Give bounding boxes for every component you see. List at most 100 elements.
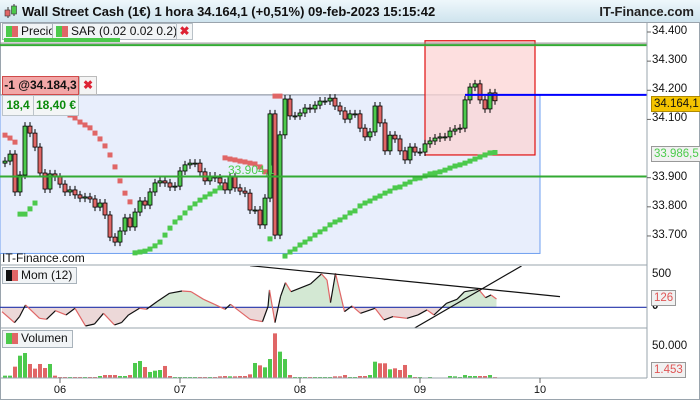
momentum-positive-area xyxy=(24,273,497,308)
sar-dot xyxy=(217,185,223,191)
momentum-line-segment xyxy=(146,301,158,310)
volume-bar xyxy=(8,375,12,378)
momentum-line-segment xyxy=(329,273,337,303)
candle-up xyxy=(282,98,288,136)
candle-down xyxy=(127,217,133,228)
remove-indicator-button[interactable]: ✖ xyxy=(176,23,193,40)
price-tick-label: 34.300 xyxy=(652,54,688,67)
momentum-line-segment xyxy=(274,296,282,323)
close-order-button[interactable]: ✖ xyxy=(79,76,97,95)
candle-down xyxy=(332,97,338,107)
candle-down xyxy=(32,132,38,148)
candle-down xyxy=(397,138,403,152)
candle-up xyxy=(152,182,158,193)
price-tick-label: 33.800 xyxy=(652,199,688,212)
momentum-line-segment xyxy=(267,289,271,307)
sar-dot xyxy=(132,250,138,256)
volume-bar xyxy=(33,368,37,378)
candle-down xyxy=(167,182,173,188)
candle-down xyxy=(377,105,383,124)
sar-dot xyxy=(377,193,383,199)
sar-dot xyxy=(487,150,493,156)
volume-bar xyxy=(18,355,22,378)
sar-dot xyxy=(87,125,93,131)
candle-down xyxy=(307,107,313,110)
sar-dot xyxy=(452,163,458,169)
sar-dot xyxy=(477,154,483,160)
momentum-line-segment xyxy=(25,304,40,319)
volume-bar xyxy=(358,376,362,378)
indicator-strip xyxy=(4,38,120,42)
volume-bar xyxy=(158,370,162,378)
sar-dot xyxy=(177,215,183,221)
sar-dot xyxy=(292,246,298,252)
momentum-line-segment xyxy=(181,290,192,293)
volume-bar xyxy=(408,375,412,378)
volume-bar xyxy=(248,374,252,378)
sar-dot xyxy=(472,156,478,162)
sar-dot xyxy=(442,167,448,173)
candle-up xyxy=(372,105,378,133)
volume-bar xyxy=(238,376,242,378)
sar-dot xyxy=(372,195,378,201)
candle-down xyxy=(402,150,408,161)
volume-bar xyxy=(113,375,117,378)
sar-dot xyxy=(187,205,193,211)
candle-up xyxy=(252,209,258,212)
legend-tab-volume[interactable]: Volumen xyxy=(2,330,73,348)
volume-bar xyxy=(13,366,17,378)
sar-dot xyxy=(27,206,33,212)
order-label[interactable]: -1 @34.184,3 xyxy=(2,76,79,95)
legend-tab-momentum[interactable]: Mom (12) xyxy=(2,267,78,284)
legend-tab-sar[interactable]: SAR (0.02 0.02 0.2) xyxy=(52,23,183,40)
sar-dot xyxy=(202,194,208,200)
candle-down xyxy=(107,214,113,238)
price-tick-label: 34.400 xyxy=(652,25,688,37)
volume-bar xyxy=(28,363,32,378)
sar-dot xyxy=(392,185,398,191)
sar-dot xyxy=(172,219,178,225)
volume-bar xyxy=(103,375,107,378)
candle-up xyxy=(452,128,458,132)
sar-dot xyxy=(357,203,363,209)
volume-bar xyxy=(383,363,387,378)
volume-bar xyxy=(373,361,377,378)
sar-dot xyxy=(402,181,408,187)
price-tick-label: 33.900 xyxy=(652,170,688,183)
candle-up xyxy=(407,146,413,161)
candle-up xyxy=(457,127,463,130)
momentum-line-segment xyxy=(456,291,465,300)
volume-bar xyxy=(23,353,27,378)
legend-tab-price[interactable]: Precio xyxy=(2,23,61,40)
candle-up xyxy=(267,113,273,199)
brand-link[interactable]: IT-Finance.com xyxy=(599,4,694,19)
volume-bar xyxy=(468,376,472,378)
sar-dot xyxy=(267,236,273,242)
candle-down xyxy=(77,194,83,199)
momentum-line-segment xyxy=(190,291,204,300)
volume-bar xyxy=(108,375,112,378)
volume-bar xyxy=(233,376,237,378)
green-red-swatch-icon xyxy=(6,333,18,344)
candle-down xyxy=(12,153,18,193)
sar-dot xyxy=(307,236,313,242)
volume-bar xyxy=(258,365,262,378)
price-tick-label: 33.700 xyxy=(652,228,688,241)
momentum-line-segment xyxy=(406,314,419,319)
mom-value-badge: 126 xyxy=(651,290,677,306)
volume-bar xyxy=(273,333,277,378)
momentum-line-segment xyxy=(128,307,140,316)
sar-dot xyxy=(122,190,128,196)
momentum-line-segment xyxy=(326,279,332,303)
momentum-line-segment xyxy=(55,310,67,316)
legend-sar-label: SAR (0.02 0.02 0.2) xyxy=(71,24,178,38)
volume-bar xyxy=(168,376,172,378)
volume-bar xyxy=(138,361,142,378)
momentum-trendline xyxy=(413,266,522,328)
candle-up xyxy=(472,83,478,88)
candle-down xyxy=(87,196,93,200)
candle-up xyxy=(172,185,178,188)
sar-dot xyxy=(152,243,158,249)
sar-dot xyxy=(447,165,453,171)
